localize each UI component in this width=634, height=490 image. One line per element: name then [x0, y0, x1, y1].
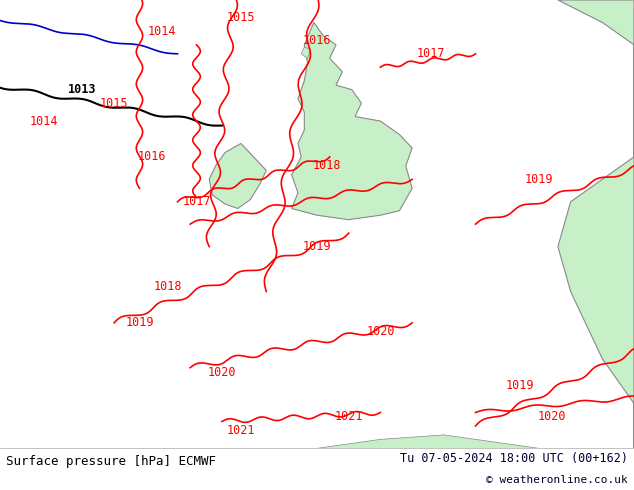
- Text: 1021: 1021: [227, 424, 255, 437]
- Text: © weatheronline.co.uk: © weatheronline.co.uk: [486, 475, 628, 485]
- Text: 1019: 1019: [126, 317, 153, 329]
- Polygon shape: [558, 0, 634, 448]
- Text: Surface pressure [hPa] ECMWF: Surface pressure [hPa] ECMWF: [6, 455, 216, 468]
- Text: 1020: 1020: [208, 366, 236, 379]
- Text: 1020: 1020: [366, 325, 394, 338]
- Text: 1015: 1015: [100, 97, 128, 110]
- Text: 1021: 1021: [335, 411, 363, 423]
- Text: 1014: 1014: [30, 115, 58, 127]
- Text: 1017: 1017: [183, 195, 210, 208]
- Text: 1019: 1019: [303, 240, 331, 253]
- Text: Tu 07-05-2024 18:00 UTC (00+162): Tu 07-05-2024 18:00 UTC (00+162): [399, 452, 628, 466]
- Text: 1019: 1019: [525, 173, 553, 186]
- Polygon shape: [317, 435, 539, 448]
- Text: 1015: 1015: [227, 11, 255, 24]
- Text: 1020: 1020: [538, 411, 566, 423]
- Polygon shape: [292, 23, 412, 220]
- Text: 1016: 1016: [138, 150, 166, 164]
- Text: 1019: 1019: [506, 379, 534, 392]
- Text: 1017: 1017: [417, 48, 445, 60]
- Text: 1014: 1014: [148, 25, 176, 38]
- Text: 1018: 1018: [313, 159, 340, 172]
- Text: 1016: 1016: [303, 34, 331, 47]
- Polygon shape: [209, 144, 266, 208]
- Text: 1013: 1013: [68, 83, 96, 96]
- Text: 1018: 1018: [154, 280, 182, 294]
- Polygon shape: [301, 47, 311, 58]
